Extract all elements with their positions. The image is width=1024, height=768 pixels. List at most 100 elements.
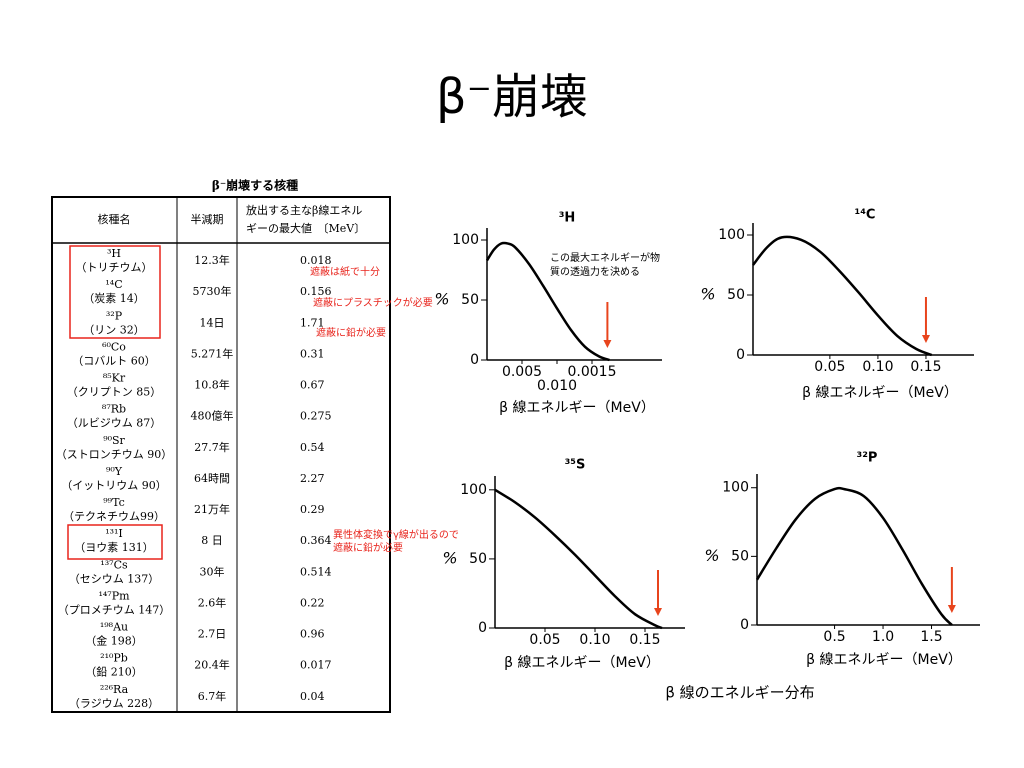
- nuclide: ⁶⁰Co: [102, 340, 126, 353]
- nuclide: ⁸⁷Rb: [102, 403, 126, 416]
- half-life: 5730年: [193, 284, 232, 298]
- y-tick-label: 50: [469, 551, 487, 567]
- nuclide-name: （ルビジウム 87）: [67, 417, 162, 430]
- y-axis-label: %: [704, 546, 719, 565]
- arrow-head: [603, 340, 612, 348]
- x-axis-label: β 線エネルギー（MeV）: [806, 652, 962, 668]
- nuclide-name: （鉛 210）: [85, 665, 143, 679]
- header-cell: ギーの最大値 〔MeV〕: [246, 221, 365, 235]
- chart-title: ¹⁴C: [855, 208, 876, 223]
- arrow-head: [947, 605, 956, 613]
- header-cell: 核種名: [98, 212, 131, 226]
- note: 遮蔽に鉛が必要: [316, 326, 386, 339]
- max-energy: 0.156: [300, 285, 332, 298]
- nuclide: ¹³⁷Cs: [100, 558, 128, 571]
- note: この最大エネルギーが物: [550, 251, 660, 264]
- curve: [755, 486, 953, 626]
- y-tick-label: 100: [460, 482, 487, 498]
- nuclide-name: （プロメチウム 147）: [58, 603, 171, 616]
- nuclide-name: （ラジウム 228）: [69, 697, 159, 710]
- max-energy-arrow: [921, 297, 930, 343]
- y-tick-label: 50: [461, 292, 479, 308]
- y-tick-label: 0: [478, 620, 487, 636]
- max-energy-arrow: [654, 570, 662, 616]
- nuclide-name: （ヨウ素 131）: [74, 541, 154, 554]
- nuclide: ²²⁶Ra: [100, 683, 129, 696]
- half-life: 6.7年: [198, 689, 227, 703]
- table-border: [51, 196, 391, 713]
- x-tick-label: 0.15: [910, 359, 941, 375]
- highlight-box: [69, 245, 161, 339]
- x-tick-label: 0.10: [862, 359, 893, 375]
- caption: β 線のエネルギー分布: [665, 684, 814, 702]
- half-life: 8 日: [201, 534, 223, 547]
- half-life: 10.8年: [194, 378, 230, 392]
- nuclide-name: （リン 32）: [83, 323, 145, 336]
- y-tick-label: 0: [740, 617, 749, 633]
- note: 遮蔽に鉛が必要: [333, 541, 403, 554]
- nuclide-name: （コバルト 60）: [72, 354, 156, 367]
- highlight-box: [67, 524, 163, 560]
- header-cell: 放出する主なβ線エネル: [246, 203, 362, 217]
- note: 遮蔽は紙で十分: [310, 265, 380, 278]
- nuclide-name: （金 198）: [85, 634, 143, 648]
- nuclide: ¹⁴C: [105, 278, 122, 291]
- half-life: 30年: [200, 564, 225, 578]
- nuclide: ⁹⁰Y: [106, 465, 123, 478]
- nuclide: ³H: [107, 247, 121, 260]
- y-tick-label: 100: [722, 480, 749, 496]
- arrow-head: [921, 335, 930, 343]
- max-energy-arrow: [947, 567, 956, 613]
- curve: [494, 488, 663, 630]
- x-tick-label: 1.0: [872, 629, 894, 645]
- half-life: 480億年: [191, 409, 234, 423]
- nuclide: ¹³¹I: [105, 527, 123, 540]
- x-axis-label: β 線エネルギー（MeV）: [499, 400, 655, 416]
- chart-title: ³H: [559, 211, 576, 226]
- note: 質の透過力を決める: [550, 265, 640, 278]
- max-energy: 0.364: [300, 534, 332, 547]
- y-tick-label: 0: [470, 352, 479, 368]
- half-life: 27.7年: [194, 440, 230, 454]
- nuclide: ¹⁹⁸Au: [100, 621, 128, 634]
- nuclide-name: （ストロンチウム 90）: [56, 448, 173, 461]
- max-energy: 0.67: [300, 379, 325, 392]
- x-tick-label: 0.05: [529, 632, 560, 648]
- y-axis-label: %: [700, 285, 715, 304]
- half-life: 2.7日: [198, 628, 227, 641]
- max-energy: 1.71: [300, 316, 325, 329]
- nuclide: ¹⁴⁷Pm: [98, 589, 130, 602]
- half-life: 20.4年: [194, 658, 230, 672]
- half-life: 21万年: [194, 502, 230, 516]
- half-life: 12.3年: [194, 253, 230, 267]
- x-tick-label: 0.005: [502, 364, 542, 380]
- nuclide-name: （テクネチウム99）: [63, 510, 165, 523]
- table: β⁻崩壊する核種 核種名 半減期 放出する主なβ線エネル ギーの最大値 〔MeV…: [51, 178, 391, 713]
- x-tick-label: 0.05: [814, 359, 845, 375]
- note: 遮蔽にプラスチックが必要: [313, 296, 433, 309]
- chart-title: ³⁵S: [565, 458, 586, 473]
- max-energy: 2.27: [300, 472, 325, 485]
- half-life: 2.6年: [198, 595, 227, 609]
- nuclide: ²¹⁰Pb: [100, 652, 128, 665]
- table-caption: β⁻崩壊する核種: [212, 178, 298, 193]
- slide-title: β⁻崩壊: [436, 69, 588, 125]
- curve: [752, 235, 933, 357]
- max-energy: 0.275: [300, 410, 332, 423]
- nuclide: ⁸⁵Kr: [103, 372, 126, 385]
- nuclide-name: （炭素 14）: [83, 292, 145, 305]
- chart-title: ³²P: [857, 451, 878, 466]
- max-energy: 0.018: [300, 254, 332, 267]
- x-tick-label: 0.15: [629, 632, 660, 648]
- x-tick-label: 0.010: [537, 378, 577, 394]
- nuclide-name: （セシウム 137）: [69, 572, 160, 585]
- y-tick-label: 100: [718, 227, 745, 243]
- y-tick-label: 50: [731, 548, 749, 564]
- max-energy: 0.29: [300, 503, 325, 516]
- header-cell: 半減期: [191, 212, 224, 226]
- x-tick-label: 1.5: [920, 629, 942, 645]
- nuclide: ⁹⁹Tc: [103, 496, 124, 509]
- arrow-head: [654, 608, 662, 616]
